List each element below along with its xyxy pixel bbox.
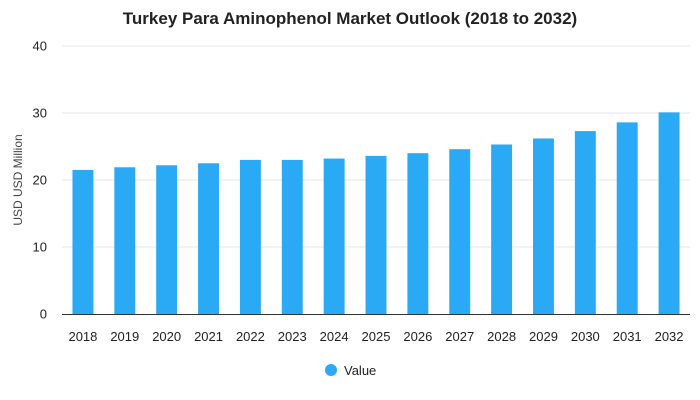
x-tick-label: 2032: [655, 329, 684, 344]
bar-2021: [198, 163, 219, 314]
bar-2028: [491, 144, 513, 314]
x-tick-label: 2021: [194, 329, 223, 344]
bar-2032: [658, 112, 680, 314]
bar-2020: [156, 165, 178, 314]
bar-2022: [239, 159, 261, 314]
x-tick-label: 2022: [236, 329, 265, 344]
y-tick-label: 10: [33, 240, 47, 255]
x-tick-label: 2027: [445, 329, 474, 344]
bars: [72, 112, 680, 314]
x-tick-label: 2019: [110, 329, 139, 344]
x-tick-label: 2020: [152, 329, 181, 344]
bar-2019: [114, 167, 136, 314]
x-tick-label: 2024: [320, 329, 349, 344]
bar-2018: [72, 169, 94, 314]
x-tick-label: 2026: [403, 329, 432, 344]
bar-2023: [281, 159, 303, 314]
bar-2025: [365, 155, 387, 314]
y-axis-ticks: 0 10 20 30 40: [33, 39, 47, 322]
legend: Value: [325, 363, 376, 378]
y-tick-label: 0: [40, 307, 47, 322]
y-tick-label: 40: [33, 39, 47, 54]
y-tick-label: 30: [33, 106, 47, 121]
x-tick-label: 2031: [613, 329, 642, 344]
y-axis-label: USD USD Million: [11, 134, 25, 225]
x-tick-label: 2018: [68, 329, 97, 344]
chart-title: Turkey Para Aminophenol Market Outlook (…: [123, 9, 577, 28]
legend-label-value: Value: [344, 363, 376, 378]
bar-2026: [407, 153, 429, 314]
legend-marker-value: [325, 364, 337, 376]
bar-2024: [323, 158, 345, 314]
bar-2029: [533, 138, 554, 314]
x-tick-label: 2030: [571, 329, 600, 344]
bar-2031: [616, 122, 638, 314]
y-tick-label: 20: [33, 173, 47, 188]
x-tick-label: 2029: [529, 329, 558, 344]
x-tick-label: 2023: [278, 329, 307, 344]
x-tick-label: 2025: [362, 329, 391, 344]
x-axis-ticks: 2018 2019 2020 2021 2022 2023 2024 2025 2026 2027…: [68, 329, 683, 344]
bar-2030: [574, 131, 596, 314]
bar-2027: [449, 149, 471, 314]
x-tick-label: 2028: [487, 329, 516, 344]
